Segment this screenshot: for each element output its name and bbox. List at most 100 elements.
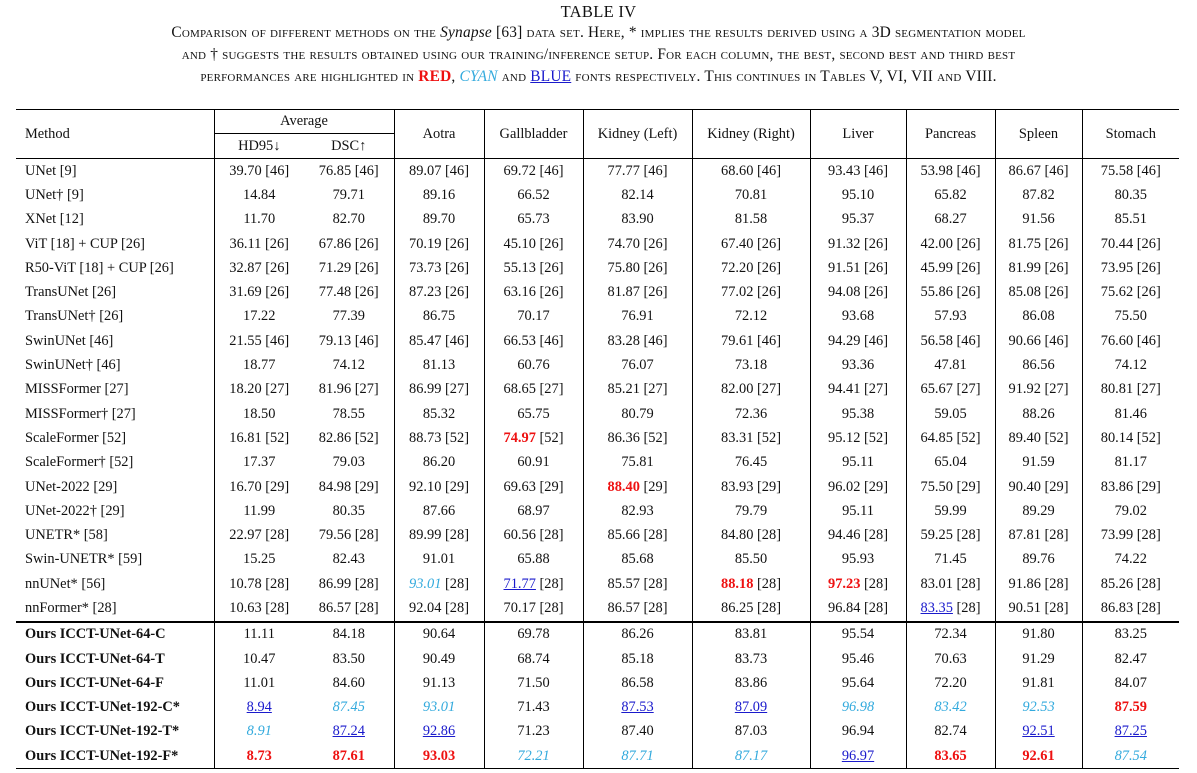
value-citation: [27] (952, 381, 981, 398)
value-number: 81.96 (318, 381, 352, 398)
value-cell: 95.64 (810, 671, 907, 696)
value-number: 72.20 (721, 259, 754, 276)
value-number: 86.20 (422, 454, 456, 471)
value-number: 87.53 (621, 699, 654, 716)
value-cell: 77.77 [46] (583, 158, 693, 184)
value-number: 82.93 (621, 502, 654, 519)
value-citation: [29] (753, 478, 781, 495)
header-organ: Aotra (394, 109, 485, 159)
value-number: 83.50 (332, 650, 365, 667)
value-citation: [29] (952, 478, 981, 495)
method-cell: Ours ICCT-UNet-192-T* (16, 719, 215, 745)
method-cell: Ours ICCT-UNet-192-F* (16, 744, 215, 770)
value-citation: [29] (261, 478, 290, 495)
value-cell: 21.55 [46] (214, 329, 304, 353)
value-number: 77.02 (721, 284, 754, 301)
value-number: 76.91 (621, 308, 654, 325)
value-number: 79.56 (318, 527, 352, 544)
value-cell: 75.50 (1082, 305, 1179, 329)
value-number: 85.26 (1100, 575, 1134, 592)
value-cell: 11.99 (214, 499, 304, 523)
value-cell: 85.50 (692, 547, 811, 573)
value-citation: [26] (351, 259, 379, 276)
value-number: 86.56 (1022, 357, 1055, 374)
value-number: 8.91 (246, 723, 272, 740)
value-number: 69.78 (517, 626, 550, 643)
value-citation: [27] (1133, 381, 1161, 398)
value-citation: [26] (261, 259, 290, 276)
value-cell: 75.50 [29] (906, 474, 996, 500)
value-number: 72.36 (734, 405, 768, 422)
value-number: 87.59 (1114, 699, 1147, 716)
value-cell: 86.67 [46] (995, 158, 1083, 184)
value-cell: 87.82 (995, 183, 1083, 208)
value-cell: 80.79 (583, 401, 693, 427)
value-number: 72.12 (734, 308, 768, 325)
value-number: 60.91 (517, 454, 550, 471)
value-cell: 75.81 (583, 450, 693, 475)
value-cell: 73.95 [26] (1082, 256, 1179, 280)
value-number: 91.80 (1022, 626, 1055, 643)
value-number: 95.10 (841, 186, 875, 203)
value-citation: [26] (639, 284, 668, 301)
value-number: 81.75 (1008, 235, 1041, 252)
value-cell: 82.14 (583, 183, 693, 208)
value-cell: 85.47 [46] (394, 329, 485, 354)
value-number: 87.66 (422, 502, 456, 519)
value-number: 90.66 (1008, 332, 1041, 349)
value-cell: 91.86 [28] (995, 572, 1083, 597)
results-table: Method Average Aotra Gallbladder Kidney … (16, 109, 1180, 770)
table-row: ScaleFormer† [52] 17.37 79.03 86.20 60.91 75.… (16, 450, 1179, 475)
value-cell: 91.80 (995, 620, 1083, 647)
value-number: 11.70 (243, 211, 276, 228)
value-citation: [26] (1133, 284, 1161, 301)
value-number: 87.17 (734, 747, 768, 764)
value-cell: 88.18 [28] (692, 572, 811, 597)
value-cell: 8.91 (214, 720, 304, 744)
value-number: 32.87 (229, 259, 262, 276)
value-cell: 72.12 (692, 304, 811, 330)
value-citation: [28] (261, 527, 290, 544)
header-organ: Gallbladder (484, 109, 584, 159)
table-row: Swin-UNETR* [59] 15.25 82.43 91.01 65.88 85.6… (16, 547, 1179, 573)
method-cell: Ours ICCT-UNet-64-F (16, 671, 215, 696)
value-cell: 86.58 (583, 671, 693, 696)
value-number: 72.34 (934, 626, 967, 643)
value-cell: 95.10 (810, 183, 907, 208)
header-organ: Pancreas (906, 109, 996, 159)
value-number: 85.32 (422, 405, 456, 422)
value-cell: 80.35 (304, 499, 395, 524)
value-cell: 32.87 [26] (214, 256, 304, 280)
value-number: 67.86 (318, 235, 352, 252)
value-citation: [46] (753, 162, 781, 179)
value-number: 77.39 (332, 308, 365, 325)
value-cell: 47.81 (906, 353, 996, 378)
value-number: 83.28 (607, 332, 640, 349)
value-cell: 66.52 (484, 183, 584, 208)
value-number: 68.60 (721, 162, 754, 179)
value-cell: 16.70 [29] (214, 475, 304, 499)
value-number: 93.01 (409, 575, 442, 592)
method-cell: MISSFormer† [27] (16, 401, 215, 427)
value-number: 42.00 (920, 235, 953, 252)
value-number: 10.63 (229, 599, 262, 616)
value-cell: 95.93 (810, 547, 907, 573)
value-citation: [52] (1133, 429, 1161, 446)
value-citation: [29] (535, 478, 564, 495)
value-number: 92.10 (409, 478, 442, 495)
value-cell: 14.84 (214, 183, 304, 207)
value-cell: 75.80 [26] (583, 256, 693, 281)
value-cell: 18.77 (214, 353, 304, 377)
value-cell: 83.25 (1082, 620, 1180, 647)
value-number: 79.61 (721, 332, 754, 349)
value-cell: 89.16 (394, 183, 485, 208)
value-number: 68.97 (517, 502, 550, 519)
value-number: 73.18 (734, 357, 768, 374)
value-cell: 81.96 [27] (304, 377, 395, 402)
value-cell: 10.63 [28] (214, 596, 304, 621)
value-cell: 96.02 [29] (810, 474, 907, 500)
value-number: 72.21 (517, 747, 550, 764)
value-citation: [27] (261, 381, 290, 398)
value-number: 82.14 (621, 186, 654, 203)
value-cell: 18.50 (214, 402, 304, 426)
